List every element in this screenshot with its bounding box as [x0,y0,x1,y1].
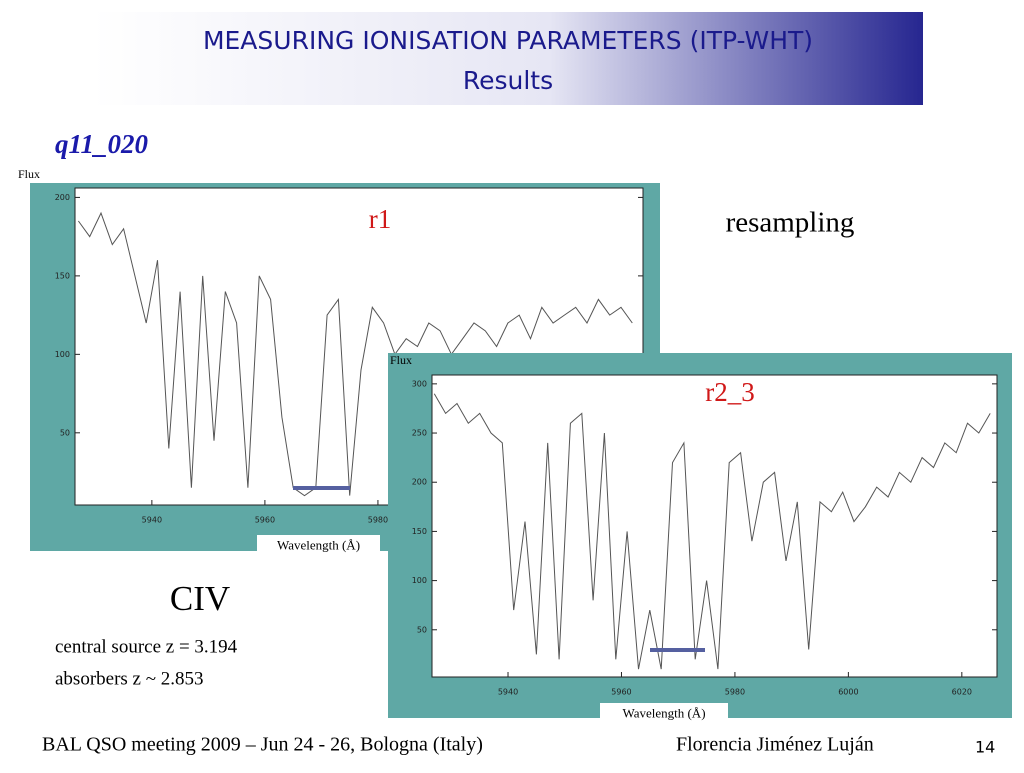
spectrum-line [77,211,633,497]
plot-area [431,374,998,678]
y-tick-label: 100 [412,576,427,585]
method: resampling [726,207,855,239]
title-banner [93,12,923,105]
x-tick-label: 5980 [725,688,745,697]
x-tick-label: 5960 [255,516,275,525]
y-tick-label: 200 [55,193,70,202]
x-axis-label: Wavelength (Å) [277,537,360,552]
note: central source z = 3.194 [55,636,238,657]
y-tick-label: 150 [412,527,427,536]
subtitle: Results [463,66,553,95]
charts: Flux 50 100 150 200 5940 5960 5980 Wavelength (Å… [18,167,1012,724]
x-tick-label: 5940 [498,688,518,697]
x-tick-label: 5940 [142,516,162,525]
footer-author: Florencia Jiménez Luján [676,734,874,756]
footer-meeting: BAL QSO meeting 2009 – Jun 24 - 26, Bolo… [42,734,483,756]
y-tick-label: 250 [412,429,427,438]
y-tick-label: 50 [417,625,427,634]
region-label: r2_3 [705,377,755,407]
spectrum-line [433,393,991,670]
x-tick-label: 5980 [368,516,388,525]
y-tick-label: 50 [60,428,70,437]
y-axis-label: Flux [18,167,40,181]
y-tick-label: 150 [55,271,70,280]
x-tick-label: 6000 [838,688,858,697]
note: absorbers z ~ 2.853 [55,668,204,689]
line-name: CIV [170,579,230,618]
page-number: 14 [975,738,995,757]
x-tick-label: 5960 [611,688,631,697]
object-name: q11_020 [55,129,149,159]
y-tick-label: 100 [55,350,70,359]
x-axis-label: Wavelength (Å) [622,705,705,720]
y-axis-label: Flux [390,353,412,367]
x-label-box [600,703,728,724]
x-label-box [257,535,380,556]
region-label: r1 [369,204,392,234]
y-tick-label: 300 [412,379,427,388]
spectrum-chart: Flux 50 100 150 200 250 300 5940 5960 5980 6000 602… [388,353,1012,724]
title: MEASURING IONISATION PARAMETERS (ITP-WHT… [203,26,813,55]
y-tick-label: 200 [412,478,427,487]
x-tick-label: 6020 [952,688,972,697]
